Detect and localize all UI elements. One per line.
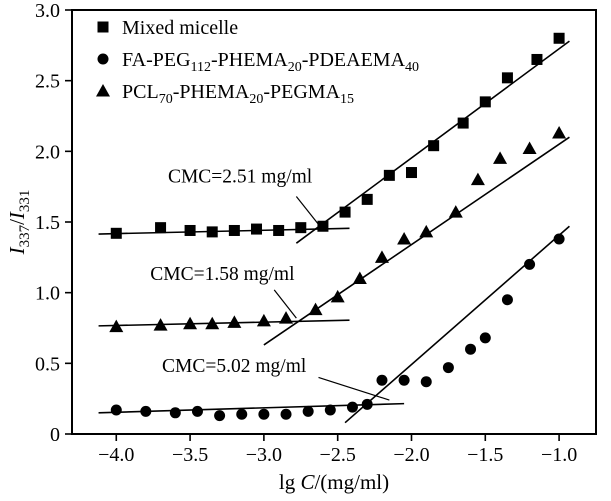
y-tick-label: 0.5 — [35, 353, 60, 375]
cmc-pointer-line-1 — [273, 289, 297, 319]
cmc-annotation-2: CMC=5.02 mg/ml — [162, 356, 307, 377]
cmc-pointer-line-0 — [295, 196, 321, 227]
legend-entry-circle: FA-PEG112-PHEMA20-PDEAEMA40 — [97, 49, 419, 75]
x-tick-label: −1.5 — [467, 444, 503, 466]
x-axis-title: lg C/(mg/ml) — [279, 470, 389, 494]
fit-line — [344, 225, 570, 424]
y-tick-label: 0 — [50, 424, 60, 446]
y-tick-label: 3.0 — [35, 0, 60, 22]
fit-line — [98, 319, 350, 327]
y-tick-label: 1.0 — [35, 283, 60, 305]
fit-line — [98, 227, 350, 235]
y-tick-label: 2.0 — [35, 141, 60, 163]
legend-label-2: PCL70-PHEMA20-PEGMA15 — [122, 81, 354, 107]
series-fa-peg-phema-pdeaema — [98, 225, 570, 424]
series-mixed-micelle — [98, 32, 570, 244]
y-tick-label: 2.5 — [35, 71, 60, 93]
plot-frame — [71, 9, 597, 435]
legend-entry-triangle: PCL70-PHEMA20-PEGMA15 — [96, 81, 354, 107]
axes: −4.0 −3.5 −3.0 −2.5 −2.0 −1.5 −1.0 0 0.5 1.0 1.5 2.… — [5, 0, 577, 494]
y-axis-title: I337/I331 — [5, 190, 33, 256]
x-tick-label: −3.0 — [246, 444, 282, 466]
y-tick-label: 1.5 — [35, 212, 60, 234]
legend-entry-square: Mixed micelle — [97, 17, 238, 39]
x-tick-label: −3.5 — [172, 444, 208, 466]
annotations: CMC=2.51 mg/ml CMC=1.58 mg/ml CMC=5.02 mg/… — [150, 166, 390, 401]
x-tick-label: −4.0 — [98, 444, 134, 466]
series-pcl-phema-pegma — [98, 125, 570, 346]
cmc-annotation-1: CMC=1.58 mg/ml — [150, 264, 295, 285]
legend: Mixed micelle FA-PEG112-PHEMA20-PDEAEMA40… — [96, 17, 419, 107]
x-tick-label: −2.5 — [320, 444, 356, 466]
cmc-annotation-0: CMC=2.51 mg/ml — [168, 166, 313, 187]
legend-label-1: FA-PEG112-PHEMA20-PDEAEMA40 — [122, 49, 419, 75]
x-tick-label: −2.0 — [393, 444, 429, 466]
cmc-pointer-line-2 — [318, 376, 390, 401]
legend-label-0: Mixed micelle — [122, 17, 238, 39]
x-tick-label: −1.0 — [541, 444, 577, 466]
